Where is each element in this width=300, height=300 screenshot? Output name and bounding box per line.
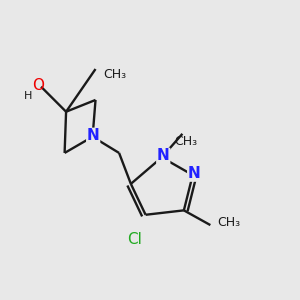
Text: N: N — [157, 148, 169, 164]
Text: CH₃: CH₃ — [103, 68, 126, 81]
Text: Cl: Cl — [127, 232, 142, 247]
Text: CH₃: CH₃ — [174, 135, 197, 148]
Text: CH₃: CH₃ — [218, 216, 241, 229]
Text: N: N — [188, 166, 200, 181]
Text: N: N — [87, 128, 100, 143]
Text: O: O — [32, 78, 44, 93]
Text: H: H — [24, 91, 32, 100]
